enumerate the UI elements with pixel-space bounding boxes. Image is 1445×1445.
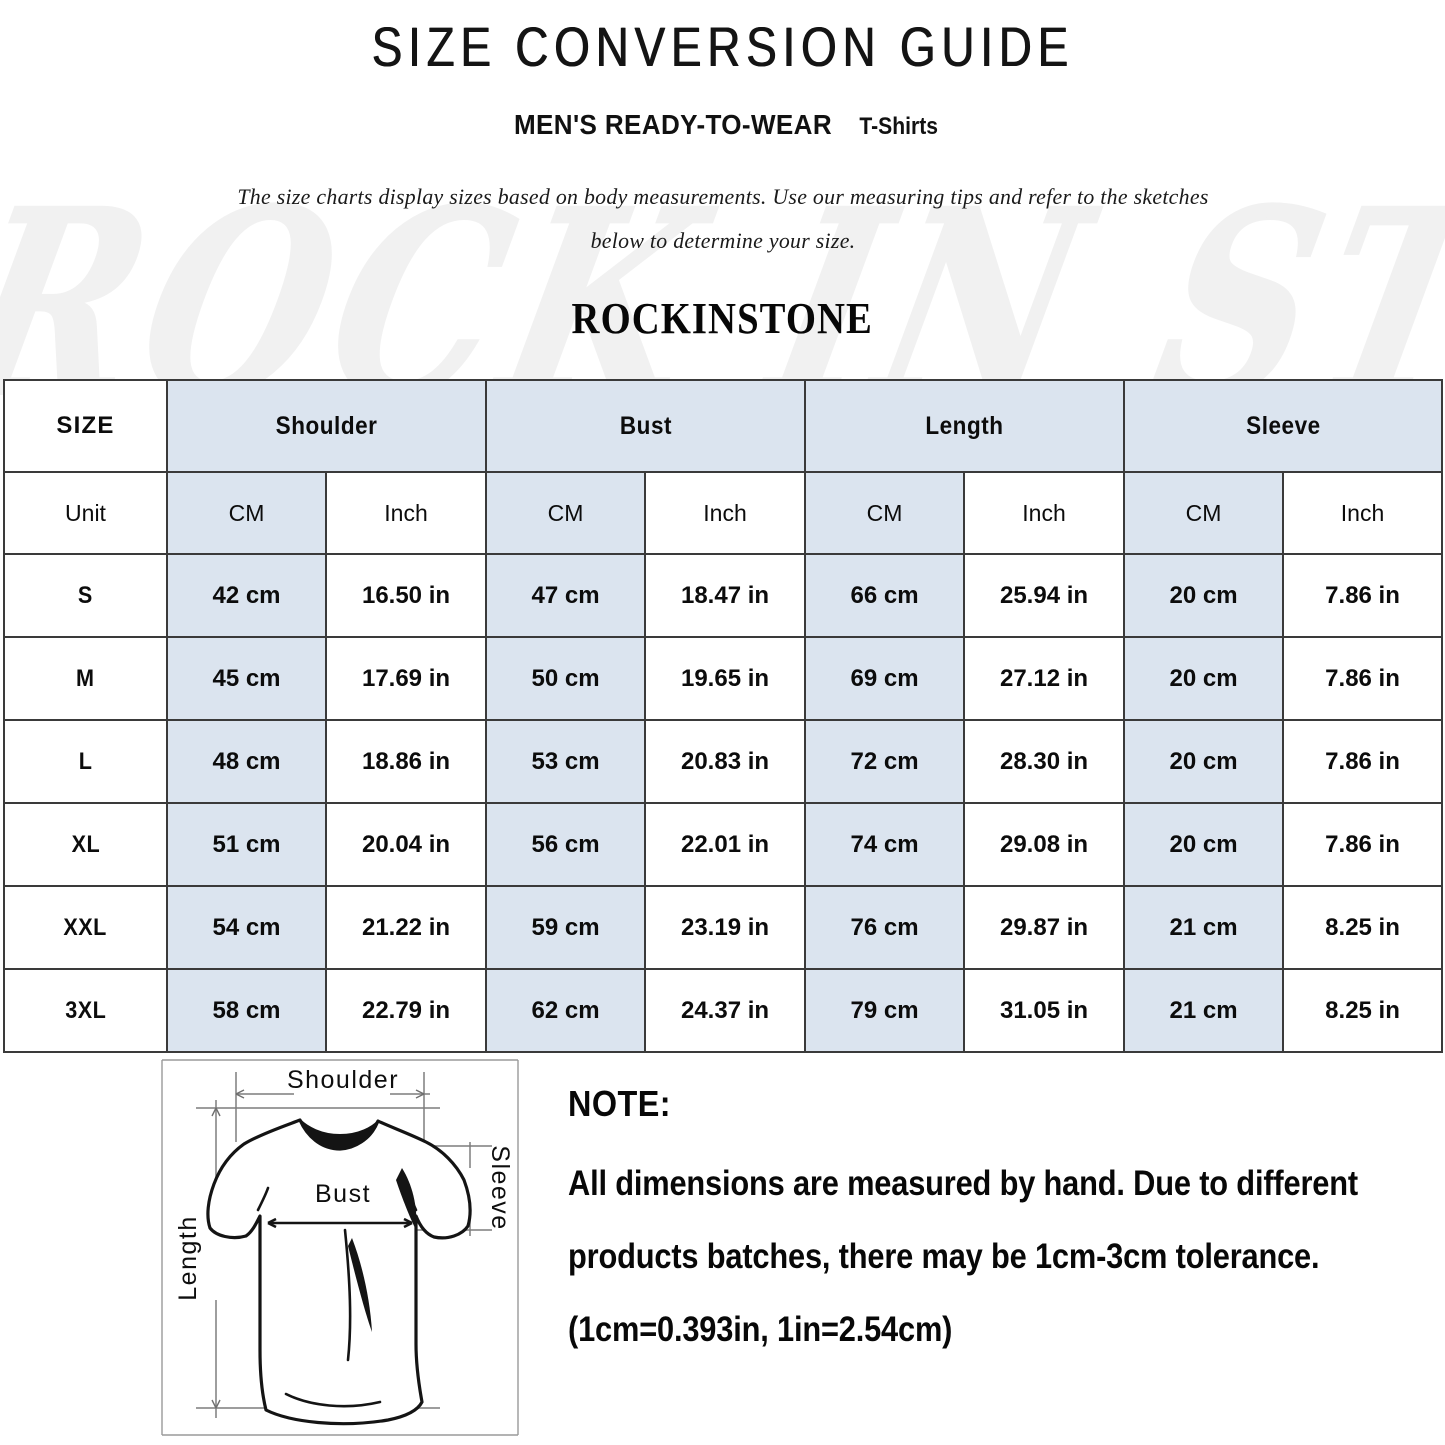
cell-shoulder-in: 22.79 in <box>324 968 488 1053</box>
unit-shoulder-inch: Inch <box>324 471 488 555</box>
cell-bust-in: 19.65 in <box>644 636 807 721</box>
table-row: L 48 cm 18.86 in 53 cm 20.83 in 72 cm 28.30 in… <box>3 719 1444 804</box>
cell-sleeve-in: 7.86 in <box>1282 553 1444 638</box>
page-title: SIZE CONVERSION GUIDE <box>371 15 1074 78</box>
cell-bust-cm: 50 cm <box>485 636 647 721</box>
cell-sleeve-in: 7.86 in <box>1282 719 1444 804</box>
subtitle-category: MEN'S READY-TO-WEAR <box>513 109 832 140</box>
note-body: All dimensions are measured by hand. Due… <box>568 1164 1358 1349</box>
table-group-header-row: SIZE Shoulder Bust Length Sleeve <box>3 379 1444 473</box>
unit-bust-inch: Inch <box>644 471 807 555</box>
cell-length-cm: 74 cm <box>804 802 966 887</box>
table-unit-row: Unit CM Inch CM Inch CM Inch CM Inch <box>3 471 1444 555</box>
cell-sleeve-in: 7.86 in <box>1282 636 1444 721</box>
header-size: SIZE <box>3 379 168 473</box>
cell-bust-in: 20.83 in <box>644 719 807 804</box>
cell-shoulder-cm: 58 cm <box>166 968 327 1053</box>
cell-sleeve-in: 8.25 in <box>1282 968 1444 1053</box>
cell-sleeve-in: 8.25 in <box>1282 885 1444 970</box>
cell-sleeve-cm: 21 cm <box>1123 968 1285 1053</box>
cell-sleeve-cm: 20 cm <box>1123 719 1285 804</box>
cell-shoulder-in: 21.22 in <box>324 885 488 970</box>
cell-length-in: 29.87 in <box>963 885 1126 970</box>
unit-length-cm: CM <box>804 471 966 555</box>
cell-bust-cm: 62 cm <box>485 968 647 1053</box>
page-header: SIZE CONVERSION GUIDE MEN'S READY-TO-WEA… <box>0 0 1445 344</box>
cell-shoulder-in: 16.50 in <box>324 553 488 638</box>
table-row: M 45 cm 17.69 in 50 cm 19.65 in 69 cm 27.12 in… <box>3 636 1444 721</box>
cell-sleeve-cm: 20 cm <box>1123 553 1285 638</box>
table-row: 3XL 58 cm 22.79 in 62 cm 24.37 in 79 cm 31.05 … <box>3 968 1444 1053</box>
cell-length-in: 28.30 in <box>963 719 1126 804</box>
description-text: The size charts display sizes based on b… <box>236 184 1209 253</box>
cell-shoulder-in: 17.69 in <box>324 636 488 721</box>
cell-length-cm: 72 cm <box>804 719 966 804</box>
unit-sleeve-cm: CM <box>1123 471 1285 555</box>
cell-size: S <box>3 553 168 638</box>
cell-bust-cm: 56 cm <box>485 802 647 887</box>
table-row: XL 51 cm 20.04 in 56 cm 22.01 in 74 cm 29.08 i… <box>3 802 1444 887</box>
cell-length-in: 27.12 in <box>963 636 1126 721</box>
unit-shoulder-cm: CM <box>166 471 327 555</box>
cell-bust-cm: 59 cm <box>485 885 647 970</box>
note-block: NOTE: All dimensions are measured by han… <box>568 1083 1398 1366</box>
cell-shoulder-cm: 51 cm <box>166 802 327 887</box>
cell-bust-in: 22.01 in <box>644 802 807 887</box>
diagram-label-bust: Bust <box>315 1180 371 1208</box>
cell-length-in: 29.08 in <box>963 802 1126 887</box>
cell-bust-in: 23.19 in <box>644 885 807 970</box>
cell-shoulder-in: 18.86 in <box>324 719 488 804</box>
table-body: S 42 cm 16.50 in 47 cm 18.47 in 66 cm 25.94 in… <box>3 553 1444 1053</box>
cell-length-cm: 79 cm <box>804 968 966 1053</box>
cell-shoulder-cm: 48 cm <box>166 719 327 804</box>
unit-sleeve-inch: Inch <box>1282 471 1444 555</box>
cell-sleeve-in: 7.86 in <box>1282 802 1444 887</box>
cell-sleeve-cm: 20 cm <box>1123 636 1285 721</box>
header-group-shoulder: Shoulder <box>165 379 488 473</box>
cell-bust-cm: 47 cm <box>485 553 647 638</box>
cell-shoulder-cm: 45 cm <box>166 636 327 721</box>
cell-sleeve-cm: 20 cm <box>1123 802 1285 887</box>
tshirt-measurement-diagram: Shoulder Bust Length Sleeve <box>140 1050 540 1445</box>
cell-size: XL <box>3 802 168 887</box>
cell-bust-in: 18.47 in <box>644 553 807 638</box>
cell-bust-cm: 53 cm <box>485 719 647 804</box>
cell-length-in: 25.94 in <box>963 553 1126 638</box>
cell-shoulder-cm: 42 cm <box>166 553 327 638</box>
header-group-length: Length <box>804 379 1126 473</box>
subtitle: MEN'S READY-TO-WEAR T-Shirts <box>0 109 1445 141</box>
unit-bust-cm: CM <box>485 471 647 555</box>
diagram-label-shoulder: Shoulder <box>287 1066 399 1094</box>
unit-length-inch: Inch <box>963 471 1126 555</box>
subtitle-product: T-Shirts <box>859 113 938 140</box>
header-group-bust: Bust <box>485 379 807 473</box>
cell-shoulder-in: 20.04 in <box>324 802 488 887</box>
diagram-label-length: Length <box>174 1215 202 1300</box>
note-title: NOTE: <box>568 1083 672 1124</box>
size-table-container: SIZE Shoulder Bust Length Sleeve Unit CM… <box>3 379 1444 1053</box>
header-unit: Unit <box>3 471 168 555</box>
table-row: XXL 54 cm 21.22 in 59 cm 23.19 in 76 cm 29.87 … <box>3 885 1444 970</box>
cell-size: M <box>3 636 168 721</box>
header-group-sleeve: Sleeve <box>1123 379 1444 473</box>
cell-size: L <box>3 719 168 804</box>
cell-length-in: 31.05 in <box>963 968 1126 1053</box>
cell-shoulder-cm: 54 cm <box>166 885 327 970</box>
cell-length-cm: 66 cm <box>804 553 966 638</box>
cell-sleeve-cm: 21 cm <box>1123 885 1285 970</box>
cell-size: XXL <box>3 885 168 970</box>
cell-length-cm: 69 cm <box>804 636 966 721</box>
table-row: S 42 cm 16.50 in 47 cm 18.47 in 66 cm 25.94 in… <box>3 553 1444 638</box>
bottom-section: Shoulder Bust Length Sleeve NOTE: All di… <box>0 1045 1445 1445</box>
brand-name: ROCKINSTONE <box>571 294 874 343</box>
cell-bust-in: 24.37 in <box>644 968 807 1053</box>
cell-length-cm: 76 cm <box>804 885 966 970</box>
cell-size: 3XL <box>3 968 168 1053</box>
diagram-label-sleeve: Sleeve <box>486 1145 514 1230</box>
size-conversion-table: SIZE Shoulder Bust Length Sleeve Unit CM… <box>3 379 1444 1053</box>
